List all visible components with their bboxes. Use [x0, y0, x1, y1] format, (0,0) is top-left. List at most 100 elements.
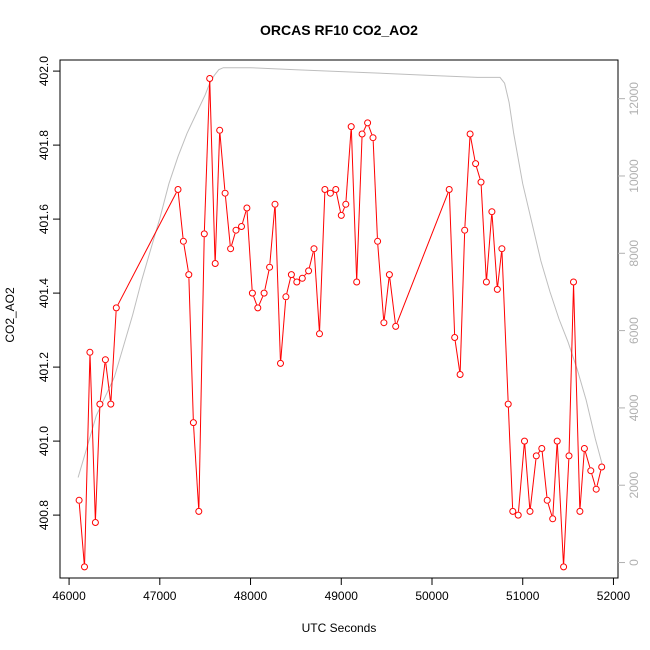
co2-segment — [209, 81, 216, 261]
y-tick-label: 401.8 — [37, 130, 51, 160]
co2-point — [451, 334, 459, 341]
x-tick-label: 46000 — [52, 589, 86, 603]
co2-segment — [193, 426, 200, 508]
co2-point — [364, 119, 372, 127]
co2-point — [472, 160, 480, 168]
co2-segment — [219, 133, 226, 190]
co2-point — [216, 126, 224, 134]
y2-tick-label: 0 — [627, 559, 641, 566]
plot-frame — [59, 59, 619, 579]
co2-point — [493, 285, 501, 293]
co2-segment — [356, 137, 363, 279]
altitude-series — [77, 67, 604, 478]
co2-point — [587, 467, 595, 475]
co2-segment — [377, 244, 385, 320]
x-tick-label: 49000 — [325, 589, 359, 603]
co2-point — [456, 371, 464, 378]
co2-point — [353, 278, 361, 286]
co2-point — [96, 400, 104, 408]
co2-point — [195, 507, 203, 515]
co2-point — [310, 245, 318, 253]
co2-point — [174, 186, 182, 193]
co2-point — [385, 271, 393, 279]
co2-segment — [78, 503, 85, 564]
co2-point — [271, 200, 279, 208]
co2-point — [461, 226, 469, 234]
co2-segment — [313, 252, 320, 331]
co2-segment — [518, 444, 525, 512]
co2-segment — [304, 273, 307, 276]
x-tick-label: 47000 — [143, 589, 177, 603]
co2-segment — [105, 363, 111, 401]
co2-point — [211, 260, 219, 267]
y2-tick-label: 4000 — [627, 394, 641, 421]
chart-title: ORCAS RF10 CO2_AO2 — [260, 22, 418, 38]
co2-point — [287, 271, 295, 279]
co2-point — [358, 130, 366, 138]
co2-segment — [117, 192, 177, 306]
co2-point — [221, 189, 229, 197]
co2-segment — [319, 192, 326, 331]
co2-segment — [556, 444, 564, 564]
co2-segment — [242, 211, 247, 224]
co2-segment — [214, 133, 221, 261]
co2-segment — [448, 192, 456, 335]
co2-point — [298, 274, 306, 282]
co2-segment — [573, 285, 581, 508]
co2-point — [374, 237, 382, 245]
co2-point — [91, 519, 99, 526]
co2-segment — [507, 407, 514, 508]
co2-segment — [459, 233, 466, 372]
co2-point — [75, 496, 83, 504]
co2-point — [86, 348, 94, 356]
co2-segment — [372, 141, 378, 238]
co2-segment — [231, 233, 236, 246]
y-tick-label: 401.6 — [37, 204, 51, 234]
co2-point — [342, 200, 350, 208]
co2-point — [576, 507, 584, 515]
co2-segment — [89, 355, 96, 520]
co2-point — [598, 463, 606, 471]
y-tick-label: 401.4 — [37, 278, 51, 308]
co2-point — [326, 189, 334, 197]
x-axis-label: UTC Seconds — [302, 621, 377, 635]
co2-segment — [480, 185, 487, 279]
co2-segment — [342, 207, 345, 213]
co2-point — [260, 289, 268, 297]
co2-point — [580, 445, 588, 452]
co2-point — [514, 511, 522, 519]
co2-point — [248, 289, 256, 297]
co2-point — [466, 130, 474, 138]
co2-segment — [476, 166, 481, 179]
x-tick-label: 48000 — [234, 589, 268, 603]
co2-point — [293, 278, 301, 286]
co2-point — [81, 563, 88, 571]
x-tick-label: 51000 — [506, 589, 540, 603]
co2-segment — [84, 355, 91, 564]
altitude-line — [77, 67, 604, 478]
co2-segment — [336, 192, 341, 213]
co2-point — [107, 400, 115, 408]
co2-segment — [246, 211, 253, 290]
co2-segment — [389, 278, 396, 323]
y2-tick-label: 6000 — [627, 317, 641, 344]
co2-point — [538, 445, 546, 452]
co2-point — [560, 563, 568, 571]
co2-point — [254, 304, 262, 312]
co2-point — [498, 245, 506, 253]
x-axis: 46000 47000 48000 49000 50000 51000 52000 — [52, 577, 630, 603]
co2-segment — [345, 130, 352, 201]
y-tick-label: 401.0 — [37, 426, 51, 456]
co2-point — [332, 186, 340, 193]
co2-segment — [584, 451, 591, 468]
co2-segment — [350, 130, 358, 279]
co2-segment — [95, 407, 101, 520]
co2-point — [316, 330, 323, 338]
co2-segment — [541, 451, 548, 497]
co2-point — [200, 230, 208, 238]
co2-point — [369, 134, 377, 142]
y-axis: 400.8 401.0 401.2 401.4 401.6 401.8 402.0 — [37, 56, 60, 530]
co2-segment — [579, 451, 585, 508]
co2-point — [337, 211, 345, 219]
